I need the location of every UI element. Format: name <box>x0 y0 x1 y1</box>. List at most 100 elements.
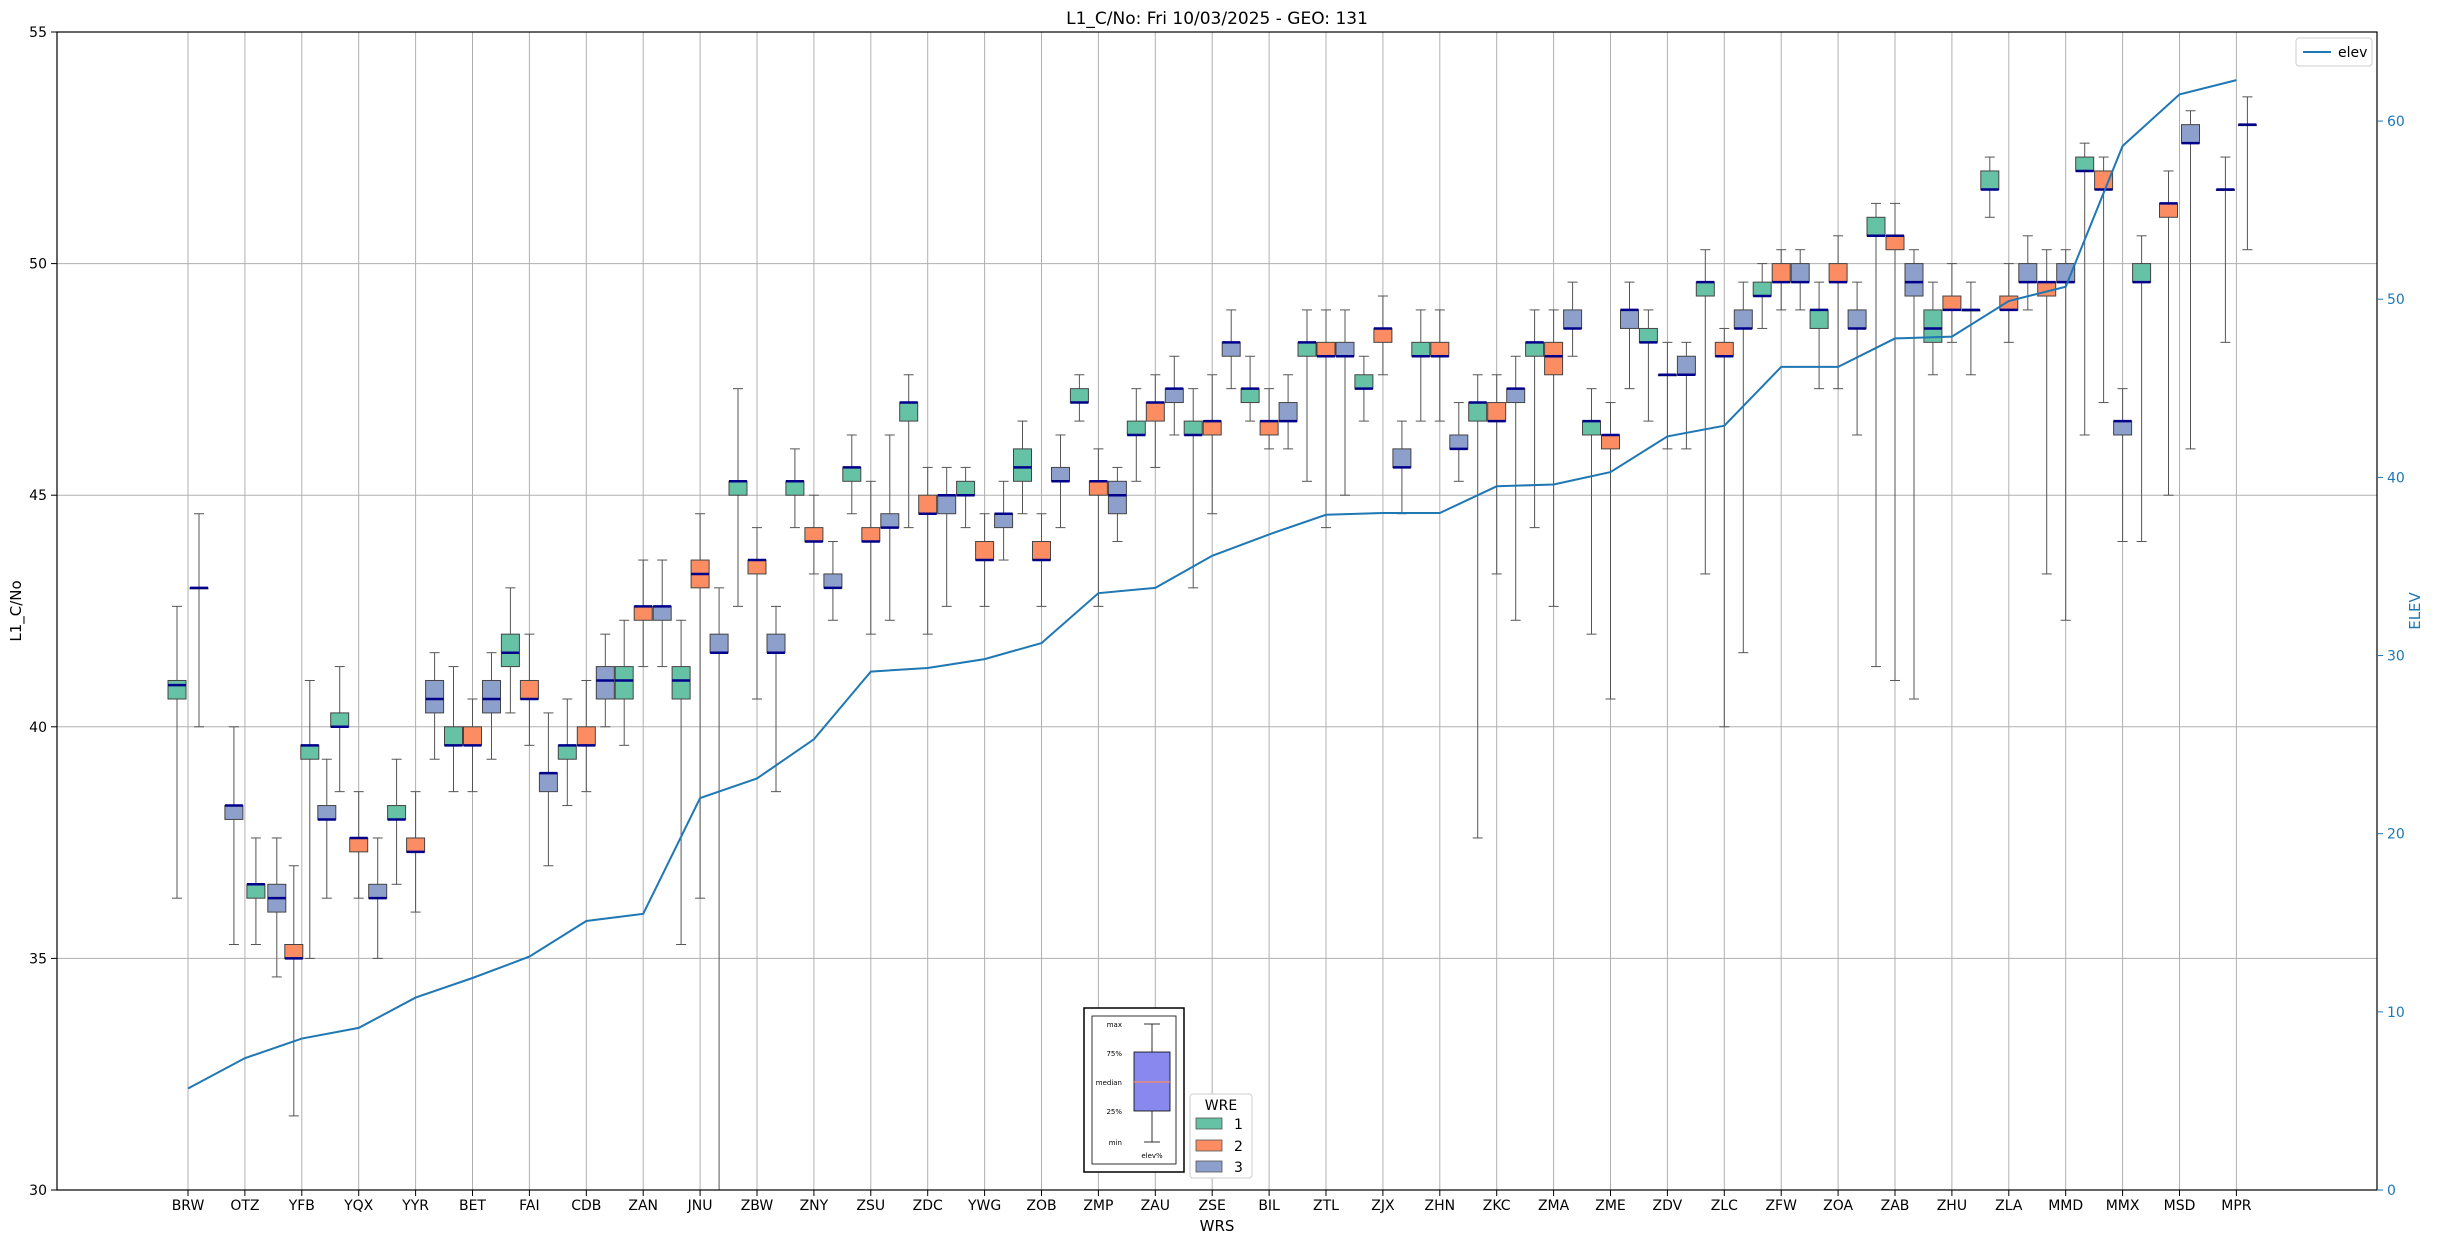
box-wre-2 <box>633 605 653 621</box>
y2-tick-label: 60 <box>2387 114 2405 130</box>
x-tick-label: ZNY <box>800 1198 829 1214</box>
box-wre-3 <box>1107 480 1127 515</box>
box-wre-2 <box>1259 420 1279 436</box>
x-tick-label: BIL <box>1258 1198 1280 1214</box>
box-wre-3 <box>937 494 957 515</box>
box-wre-1 <box>1013 448 1032 482</box>
y-tick-label: 50 <box>29 257 47 273</box>
box-wre-2 <box>918 494 938 515</box>
box-wre-1 <box>444 726 463 746</box>
box-wre-3 <box>1449 434 1469 450</box>
elev-line <box>187 79 2237 1090</box>
box-wre-1 <box>899 402 919 422</box>
x-tick-label: YWG <box>967 1198 1001 1214</box>
wre-legend-title: WRE <box>1205 1098 1237 1114</box>
x-tick-label: ZBW <box>741 1198 774 1214</box>
wre-legend-swatch-1 <box>1195 1117 1223 1130</box>
box-wre-1 <box>2075 156 2095 172</box>
box-wre-3 <box>1506 388 1526 404</box>
box-wre-3 <box>1676 355 1696 376</box>
box-wre-2 <box>519 679 539 700</box>
elev-legend-label: elev <box>2338 45 2367 61</box>
x-tick-label: YQX <box>343 1198 374 1214</box>
box-wre-2 <box>747 559 767 575</box>
wre-legend-label-2: 2 <box>1234 1139 1243 1155</box>
x-axis-label: WRS <box>1200 1217 1235 1235</box>
box-wre-1 <box>842 466 862 482</box>
box-wre-1 <box>1809 309 1829 329</box>
box-wre-3 <box>1790 263 1810 283</box>
x-tick-label: ZME <box>1595 1198 1626 1214</box>
y-tick-label: 30 <box>29 1183 47 1199</box>
wre-legend-label-3: 3 <box>1234 1160 1243 1176</box>
x-tick-label: ZHU <box>1937 1198 1967 1214</box>
box-wre-1 <box>500 633 520 668</box>
x-tick-label: CDB <box>571 1198 601 1214</box>
box-wre-3 <box>823 573 843 589</box>
box-wre-1 <box>1069 388 1089 404</box>
box-wre-3 <box>652 605 672 621</box>
y2-tick-label: 40 <box>2387 470 2405 486</box>
box-wre-2 <box>1202 420 1222 436</box>
wre-legend-label-1: 1 <box>1234 1117 1243 1133</box>
box-wre-2 <box>1373 327 1393 343</box>
box-wre-3 <box>1904 263 1924 297</box>
box-wre-1 <box>1638 327 1658 343</box>
box-wre-2 <box>2159 202 2178 218</box>
x-tick-label: YFB <box>288 1198 315 1214</box>
wre-legend-swatch-2 <box>1195 1139 1223 1152</box>
x-tick-label: ZFW <box>1765 1198 1797 1214</box>
y2-axis-label: ELEV <box>2406 591 2424 629</box>
box-wre-2 <box>975 541 995 561</box>
box-wre-2 <box>1145 402 1165 422</box>
box-wre-1 <box>246 883 266 899</box>
box-wre-3 <box>595 666 615 700</box>
x-tick-label: MMX <box>2106 1198 2140 1214</box>
box-wre-2 <box>1316 341 1336 357</box>
box-wre-2 <box>1714 341 1734 357</box>
y2-axis-ticks: 0 10 20 30 40 50 60 <box>2377 114 2405 1199</box>
box-key-caption: elev% <box>1141 1152 1163 1160</box>
box-wre-3 <box>709 633 729 654</box>
box-wre-3 <box>2181 124 2200 144</box>
x-tick-label: ZOB <box>1026 1198 1056 1214</box>
y-axis-ticks: 30 35 40 45 50 55 <box>29 25 57 1199</box>
wre-legend: WRE 1 2 3 <box>1189 1093 1253 1179</box>
x-tick-label: JNU <box>687 1198 713 1214</box>
x-tick-label: ZAU <box>1141 1198 1170 1214</box>
box-wre-3 <box>224 805 244 820</box>
box-wre-2 <box>1088 480 1108 496</box>
box-wre-3 <box>1335 341 1355 357</box>
x-tick-label: ZMA <box>1538 1198 1570 1214</box>
box-wre-1 <box>671 666 691 700</box>
x-tick-label: MMD <box>2048 1198 2083 1214</box>
box-wre-3 <box>994 513 1014 529</box>
box-wre-3 <box>317 805 337 820</box>
box-wre-3 <box>1733 309 1753 329</box>
box-wre-1 <box>1183 420 1203 436</box>
box-wre-1 <box>1240 388 1260 404</box>
wre-legend-swatch-3 <box>1195 1160 1223 1173</box>
box-wre-1 <box>1411 341 1431 357</box>
box-wre-3 <box>1221 341 1241 357</box>
box-wre-2 <box>349 837 369 853</box>
box-wre-3 <box>1278 402 1298 422</box>
box-wre-2 <box>1601 434 1620 450</box>
x-tick-label: ZOA <box>1823 1198 1853 1214</box>
box-wre-1 <box>1525 341 1545 357</box>
y-tick-label: 40 <box>29 720 47 736</box>
boxes <box>167 123 2257 960</box>
box-wre-1 <box>557 744 577 760</box>
box-wre-1 <box>1866 216 1886 237</box>
elev-series <box>187 79 2237 1090</box>
y-tick-label: 35 <box>29 951 47 967</box>
box-wre-1 <box>956 480 976 496</box>
box-wre-1 <box>1468 402 1488 422</box>
x-tick-label: BET <box>459 1198 486 1214</box>
x-tick-label: ZDC <box>913 1198 943 1214</box>
box-wre-3 <box>2018 263 2038 283</box>
box-wre-3 <box>425 679 445 714</box>
box-wre-3 <box>482 679 501 714</box>
box-wre-1 <box>330 712 350 728</box>
